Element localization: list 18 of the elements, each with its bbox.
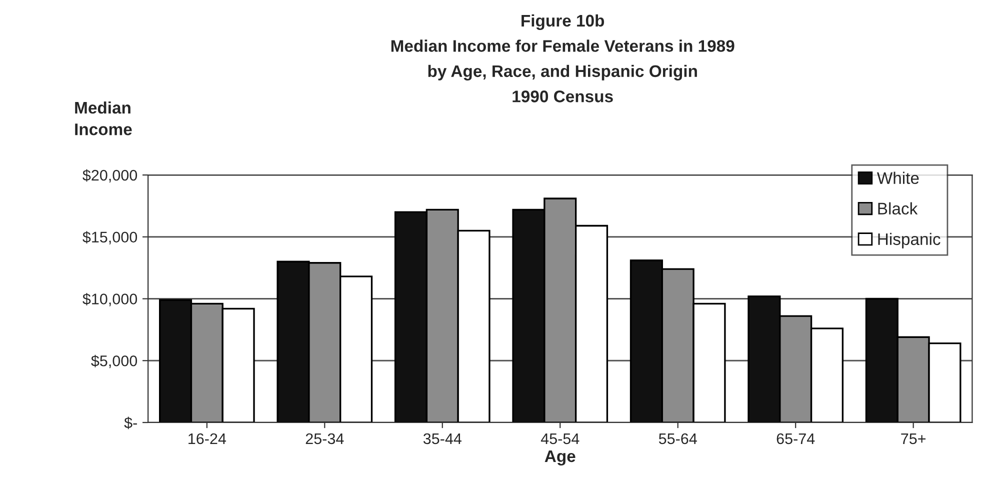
chart-title: Figure 10b Median Income for Female Veterans in 1989 by Age, Race, and Hispanic Origin 1990 Census [391,14,734,102]
y-axis-title: Median Income [75,101,132,136]
x-tick-label: 35-44 [423,433,462,444]
x-axis-title: Age [544,450,576,466]
x-tick-label: 45-54 [540,433,580,444]
x-tick-label: 65-74 [776,433,815,444]
y-tick-label: $5,000 [91,354,138,368]
y-tick-label: $15,000 [82,231,138,244]
legend-label: Hispanic [878,232,940,248]
legend-label: White [876,172,919,184]
y-tick-label: $10,000 [82,292,138,306]
legend-label: Black [878,202,918,215]
x-tick-label: 55-64 [658,433,697,444]
x-tick-label: 25-34 [306,433,344,444]
x-tick-label: 16-24 [188,433,226,444]
y-tick-label: $- [124,416,137,430]
y-tick-label: $20,000 [82,169,138,182]
x-tick-label: 75+ [901,433,926,444]
